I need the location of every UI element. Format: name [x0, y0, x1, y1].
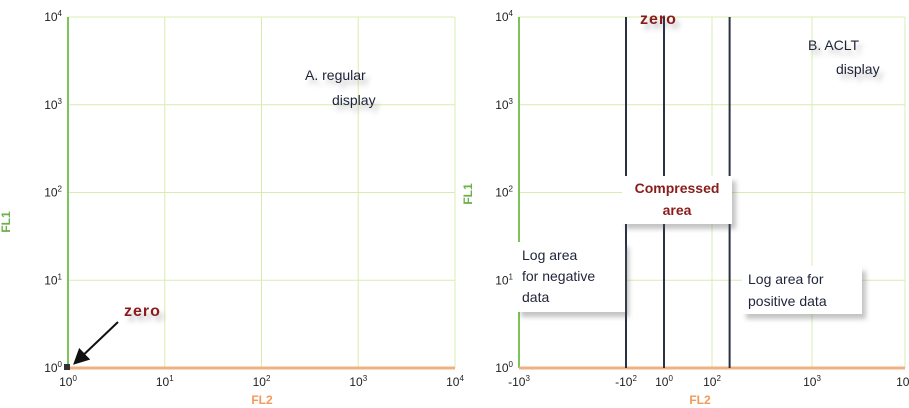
panel-a-grid — [68, 16, 456, 368]
panel-b-positive-line-1: Log area for — [748, 271, 824, 287]
panel-a-y-tick-label: 102 — [44, 185, 62, 200]
panel-a-axes: 100 101 102 103 104 100 101 102 103 104 — [44, 9, 464, 389]
panel-b-y-tick-label: 101 — [495, 272, 513, 287]
panel-a-zero-label: zero — [124, 303, 161, 320]
panel-a-origin-marker — [64, 364, 70, 370]
panel-a-title-line-1: A. regular — [305, 67, 366, 83]
panel-a-x-tick-label: 102 — [253, 374, 271, 389]
panel-a-zero-arrow — [73, 321, 119, 365]
panel-b-positive-area-box — [742, 266, 862, 314]
panel-a-y-tick-label: 104 — [44, 9, 62, 24]
panel-b-x-tick-label: -103 — [508, 374, 530, 389]
panel-b-title-annotation: B. ACLT display — [808, 37, 880, 77]
panel-b-y-tick-label: 102 — [495, 185, 513, 200]
panel-a-x-tick-label: 104 — [446, 374, 464, 389]
panel-a-title-annotation: A. regular display — [305, 67, 376, 108]
panel-b-negative-area-box — [517, 242, 625, 312]
panel-a-x-tick-label: 100 — [59, 374, 77, 389]
panel-b-x-tick-label: 103 — [803, 374, 821, 389]
panel-b-x-tick-label: 100 — [655, 374, 673, 389]
panel-a-title-line-2: display — [332, 92, 376, 108]
panel-b-compressed-line-2: area — [663, 202, 692, 218]
panel-b-axes: 100 101 102 103 104 -103 -102 100 102 103 104 — [495, 9, 909, 389]
panel-b-title-line-2: display — [836, 61, 880, 77]
panel-a-y-tick-label: 103 — [44, 97, 62, 112]
panel-a-y-tick-label: 101 — [44, 272, 62, 287]
panel-b-x-tick-label: -102 — [615, 374, 637, 389]
panel-b-zero-label: zero — [640, 11, 677, 28]
panel-b-x-tick-label: 102 — [703, 374, 721, 389]
panel-a-x-axis-label: FL2 — [251, 393, 273, 407]
panel-b-positive-line-2: positive data — [748, 293, 827, 309]
panel-b-negative-line-1: Log area — [522, 247, 577, 263]
panel-a-x-tick-label: 101 — [156, 374, 174, 389]
panel-b-y-tick-label: 100 — [495, 360, 513, 375]
panel-b-compressed-line-1: Compressed — [635, 180, 720, 196]
panel-b-title-line-1: B. ACLT — [808, 37, 860, 53]
panel-b-compressed-area-box — [622, 176, 732, 224]
panel-b-y-tick-label: 103 — [495, 97, 513, 112]
panel-b-x-axis-label: FL2 — [689, 393, 711, 407]
panel-b-negative-line-2: for negative — [522, 268, 595, 284]
panel-a-x-tick-label: 103 — [349, 374, 367, 389]
panel-a-y-axis-label: FL1 — [0, 211, 13, 233]
panel-b-y-tick-label: 104 — [495, 9, 513, 24]
panel-b-y-axis-label: FL1 — [461, 183, 475, 205]
panel-b-x-tick-label: 104 — [896, 374, 909, 389]
panel-b-negative-line-3: data — [522, 289, 549, 305]
panel-a-regular-display: 100 101 102 103 104 100 101 102 103 104 FL1 FL2 A… — [0, 9, 464, 407]
panel-a-y-tick-label: 100 — [44, 360, 62, 375]
